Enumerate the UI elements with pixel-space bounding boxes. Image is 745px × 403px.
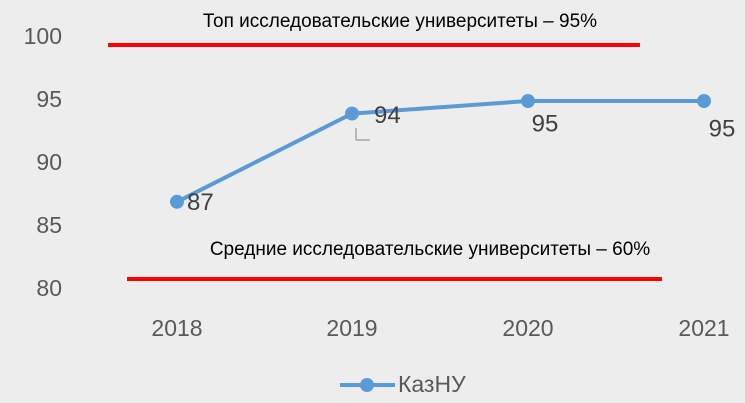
y-tick-label: 90: [36, 149, 62, 175]
point: [345, 106, 359, 121]
annotation-bottom: Средние исследовательские университеты –…: [210, 239, 650, 260]
point: [521, 94, 535, 108]
y-tick-label: 95: [36, 86, 62, 112]
point: [697, 94, 711, 108]
series-line: [176, 99, 704, 204]
data-label: 87: [187, 189, 214, 216]
legend-label: КазНУ: [398, 371, 466, 397]
point: [170, 194, 184, 209]
x-tick-label: 2020: [502, 315, 553, 341]
legend-marker: [360, 378, 374, 392]
data-label: 95: [532, 110, 559, 137]
data-label: 94: [374, 102, 401, 129]
x-tick-label: 2018: [151, 315, 202, 341]
y-tick-label: 85: [36, 212, 62, 238]
x-tick-label: 2019: [326, 315, 377, 341]
y-tick-label: 100: [24, 23, 62, 49]
y-tick-label: 80: [36, 275, 62, 301]
data-label: 95: [709, 115, 736, 142]
x-tick-label: 2021: [678, 315, 729, 341]
annotation-top: Топ исследовательские университеты – 95%: [203, 11, 597, 32]
